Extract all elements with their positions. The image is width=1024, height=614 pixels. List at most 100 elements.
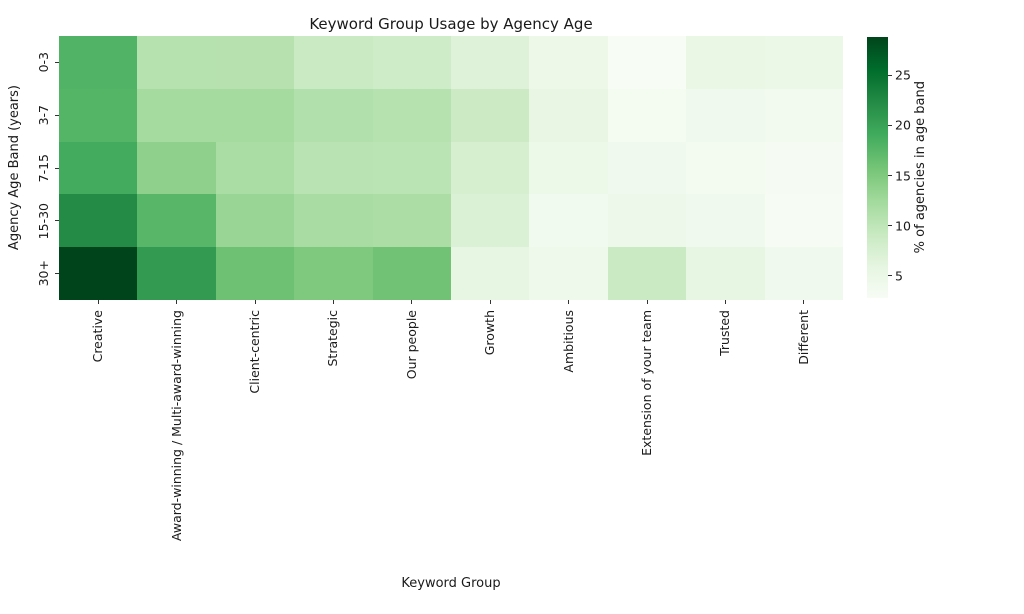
heatmap-cell-0-3-3 <box>215 36 295 89</box>
x-tick-label: Different <box>765 310 843 582</box>
heatmap-cell-3-7-6 <box>451 88 530 142</box>
heatmap-cell-15-30-5 <box>372 194 451 248</box>
heatmap-cell-0-3-10 <box>764 36 843 89</box>
heatmap-cell-7-15-6 <box>451 141 530 195</box>
y-tick-mark <box>55 61 59 63</box>
x-tick-label-text: Extension of your team <box>638 310 654 456</box>
heatmap-cell-15-30-6 <box>451 194 530 248</box>
y-tick-label: 30+ <box>34 247 54 300</box>
colorbar-tick-mark <box>888 74 892 76</box>
x-tick-label-text: Growth <box>482 310 498 356</box>
x-tick-mark <box>803 300 805 304</box>
heatmap-cell-3-7-8 <box>607 88 687 142</box>
x-tick-label-text: Our people <box>403 310 419 380</box>
heatmap-cell-7-15-2 <box>137 141 216 195</box>
colorbar-label-text: % of agencies in age band <box>913 81 928 254</box>
heatmap-cell-15-30-2 <box>137 194 216 248</box>
x-tick-mark <box>254 300 256 304</box>
colorbar-tick-label: 25 <box>895 67 911 83</box>
x-tick-mark <box>724 300 726 304</box>
chart-title: Keyword Group Usage by Agency Age <box>309 15 593 33</box>
heatmap-cell-0-3-1 <box>59 36 138 89</box>
heatmap-cell-30+-8 <box>607 247 687 300</box>
heatmap-cell-3-7-4 <box>294 88 373 142</box>
heatmap-cell-3-7-10 <box>764 88 843 142</box>
heatmap-cell-30+-1 <box>59 247 138 300</box>
x-tick-label: Award-winning / Multi-award-winning <box>137 310 215 582</box>
x-tick-mark <box>332 300 334 304</box>
x-axis-label: Keyword Group <box>401 576 501 591</box>
heatmap-cell-3-7-3 <box>215 88 295 142</box>
x-tick-mark <box>568 300 570 304</box>
colorbar-tick-mark <box>888 175 892 177</box>
colorbar-tick-mark <box>888 225 892 227</box>
y-tick-label-text: 15-30 <box>36 202 51 239</box>
heatmap-cell-7-15-4 <box>294 141 373 195</box>
heatmap-cell-30+-5 <box>372 247 451 300</box>
y-axis-label-text: Agency Age Band (years) <box>7 85 22 251</box>
x-tick-label-text: Ambitious <box>560 310 576 373</box>
heatmap-cell-30+-4 <box>294 247 373 300</box>
heatmap-cell-30+-7 <box>529 247 608 300</box>
heatmap-cell-0-3-6 <box>451 36 530 89</box>
y-tick-label: 0-3 <box>34 36 54 89</box>
heatmap-cell-0-3-4 <box>294 36 373 89</box>
x-tick-label: Our people <box>373 310 451 582</box>
y-tick-mark <box>55 273 59 275</box>
heatmap-cell-30+-9 <box>686 247 765 300</box>
heatmap-cell-3-7-1 <box>59 88 138 142</box>
x-tick-mark <box>411 300 413 304</box>
x-tick-label: Extension of your team <box>608 310 686 582</box>
heatmap-cell-15-30-3 <box>215 194 295 248</box>
y-tick-label-text: 7-15 <box>36 153 51 183</box>
heatmap-cell-0-3-9 <box>686 36 765 89</box>
x-tick-mark <box>97 300 99 304</box>
x-tick-label-text: Creative <box>90 310 106 363</box>
x-tick-label-text: Client-centric <box>246 310 262 394</box>
heatmap-cell-0-3-8 <box>607 36 687 89</box>
y-tick-label: 7-15 <box>34 142 54 195</box>
y-axis-label: Agency Age Band (years) <box>6 36 24 300</box>
heatmap-grid <box>59 36 843 300</box>
x-tick-mark <box>646 300 648 304</box>
y-tick-mark <box>55 114 59 116</box>
heatmap-cell-0-3-7 <box>529 36 608 89</box>
colorbar-tick-label: 20 <box>895 117 911 133</box>
y-tick-label-text: 30+ <box>36 260 51 287</box>
heatmap-cell-7-15-9 <box>686 141 765 195</box>
y-tick-label: 3-7 <box>34 89 54 142</box>
heatmap-cell-30+-3 <box>215 247 295 300</box>
heatmap-cell-30+-2 <box>137 247 216 300</box>
y-tick-label-text: 3-7 <box>36 104 51 126</box>
x-tick-label-text: Trusted <box>717 310 733 356</box>
heatmap-cell-7-15-10 <box>764 141 843 195</box>
heatmap-cell-7-15-7 <box>529 141 608 195</box>
heatmap-cell-0-3-2 <box>137 36 216 89</box>
heatmap-cell-7-15-8 <box>607 141 687 195</box>
x-tick-label: Trusted <box>686 310 764 582</box>
heatmap-cell-3-7-2 <box>137 88 216 142</box>
x-tick-label: Client-centric <box>216 310 294 582</box>
heatmap-cell-0-3-5 <box>372 36 451 89</box>
heatmap-cell-7-15-3 <box>215 141 295 195</box>
y-tick-mark <box>55 167 59 169</box>
x-tick-label-text: Strategic <box>325 310 341 367</box>
heatmap-cell-3-7-5 <box>372 88 451 142</box>
heatmap-cell-3-7-9 <box>686 88 765 142</box>
colorbar-tick-label: 15 <box>895 168 911 184</box>
heatmap-cell-15-30-8 <box>607 194 687 248</box>
x-tick-mark <box>489 300 491 304</box>
x-tick-label-text: Award-winning / Multi-award-winning <box>168 310 184 542</box>
y-tick-label: 15-30 <box>34 194 54 247</box>
heatmap-cell-15-30-7 <box>529 194 608 248</box>
colorbar-tick-mark <box>888 124 892 126</box>
heatmap-cell-30+-10 <box>764 247 843 300</box>
colorbar <box>867 37 888 298</box>
colorbar-tick-label: 5 <box>895 268 903 284</box>
heatmap-cell-15-30-1 <box>59 194 138 248</box>
x-tick-label: Creative <box>59 310 137 582</box>
y-tick-mark <box>55 220 59 222</box>
x-tick-label: Ambitious <box>529 310 607 582</box>
x-tick-label: Growth <box>451 310 529 582</box>
y-tick-label-text: 0-3 <box>36 52 51 73</box>
